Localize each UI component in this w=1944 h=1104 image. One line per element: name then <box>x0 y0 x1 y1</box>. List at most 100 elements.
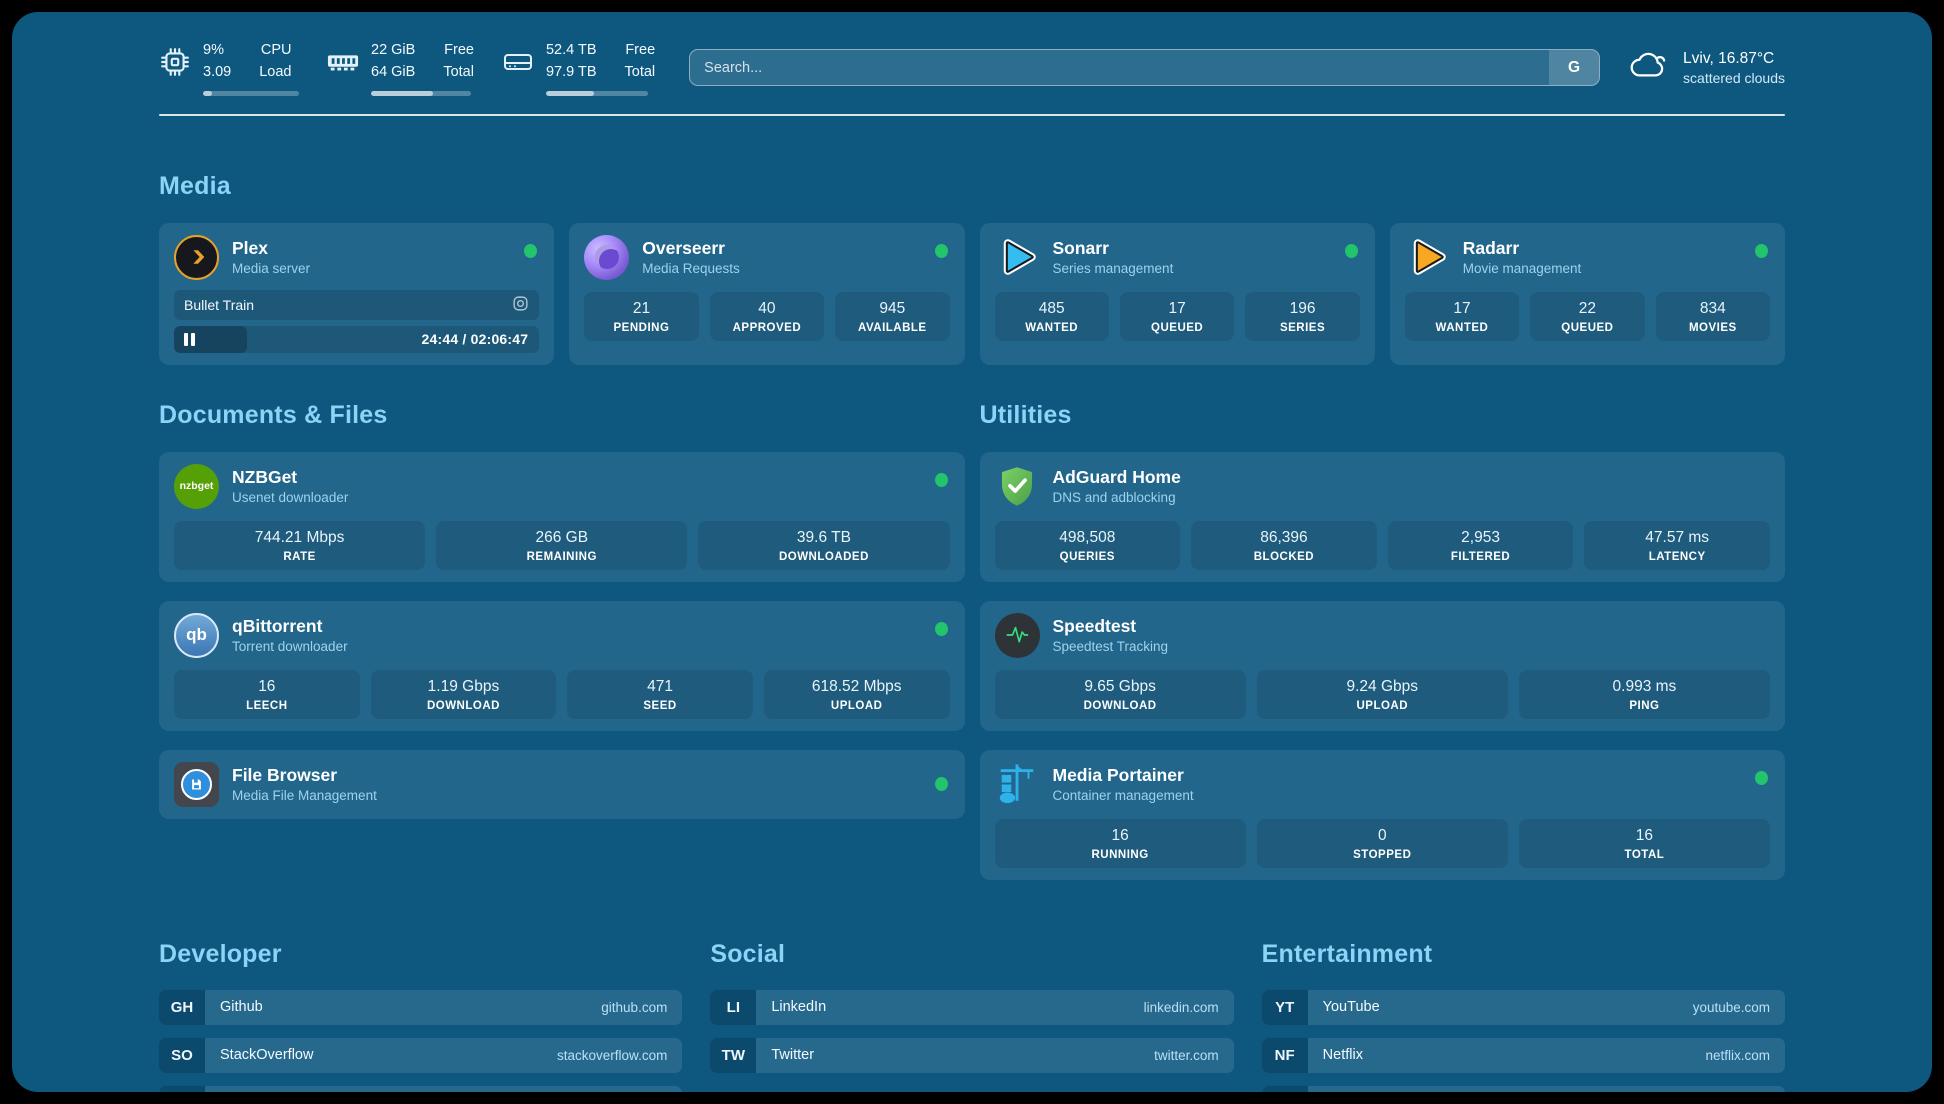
app-card-portainer[interactable]: Media Portainer Container management 16 … <box>979 749 1785 880</box>
video-session-icon[interactable] <box>512 295 529 315</box>
stat-tile: 9.65 Gbps DOWNLOAD <box>994 669 1246 719</box>
status-dot-online <box>934 777 948 791</box>
pause-button[interactable] <box>184 332 195 346</box>
developer-column: Developer GH Github github.com SO StackO… <box>159 939 683 1092</box>
link-github[interactable]: GH Github github.com <box>159 989 683 1025</box>
disk-labels: Free Total <box>624 42 656 80</box>
status-dot-online <box>1344 243 1358 258</box>
entertainment-column: Entertainment YT YouTube youtube.com NF … <box>1261 939 1785 1092</box>
app-description: DNS and adblocking <box>1052 490 1176 506</box>
status-dot-online <box>1755 770 1768 785</box>
search-input[interactable] <box>690 59 1600 76</box>
header: 9% 3.09 CPU Load <box>159 40 1785 96</box>
link-badge: RE <box>1261 1085 1308 1092</box>
link-stackoverflow[interactable]: SO StackOverflow stackoverflow.com <box>159 1037 683 1073</box>
stat-tile: 1.19 Gbps DOWNLOAD <box>370 669 557 719</box>
plex-now-playing: Bullet Train <box>174 289 540 320</box>
app-description: Usenet downloader <box>232 490 349 506</box>
dashboard-canvas: 9% 3.09 CPU Load <box>12 12 1932 1092</box>
speedtest-logo-icon <box>994 612 1040 658</box>
link-url: twitter.com <box>1154 1047 1219 1063</box>
portainer-logo-icon <box>995 762 1040 807</box>
weather-condition: scattered clouds <box>1683 69 1785 86</box>
stat-tile: 16 RUNNING <box>994 818 1246 868</box>
header-divider <box>159 113 1785 116</box>
stat-tile: 17 WANTED <box>1404 291 1520 341</box>
app-card-adguard[interactable]: AdGuard Home DNS and adblocking 498,508 … <box>979 451 1785 582</box>
app-card-plex[interactable]: Plex Media server Bullet Train <box>159 222 555 365</box>
now-playing-title: Bullet Train <box>184 296 255 313</box>
documents-column: Documents & Files nzbget NZBGet Usenet d… <box>159 401 965 880</box>
cpu-icon <box>159 47 191 77</box>
section-title-entertainment: Entertainment <box>1261 939 1433 968</box>
stat-tile: 196 SERIES <box>1245 291 1360 341</box>
app-card-speedtest[interactable]: Speedtest Speedtest Tracking 9.65 Gbps D… <box>979 600 1785 731</box>
app-card-radarr[interactable]: Radarr Movie management 17 WANTED 22 QUE… <box>1389 222 1785 365</box>
app-card-filebrowser[interactable]: File Browser Media File Management <box>159 749 965 819</box>
app-card-overseerr[interactable]: Overseerr Media Requests 21 PENDING 40 A… <box>569 222 965 365</box>
app-name: Sonarr <box>1052 237 1109 258</box>
link-linkedin[interactable]: LI LinkedIn linkedin.com <box>710 989 1234 1025</box>
link-name: LinkedIn <box>771 999 827 1015</box>
utilities-column: Utilities <box>979 400 1785 880</box>
stat-tile: 266 GB REMAINING <box>436 520 688 570</box>
status-dot-online <box>934 472 948 487</box>
status-dot-online <box>934 243 948 258</box>
app-name: NZBGet <box>232 466 298 487</box>
link-reddit[interactable]: RE Reddit reddit.com <box>1261 1085 1785 1092</box>
link-badge: YT <box>1261 989 1308 1025</box>
stat-tile: 22 QUEUED <box>1530 291 1645 341</box>
plex-progress-bar: 24:44 / 02:06:47 <box>174 325 540 353</box>
section-title-documents: Documents & Files <box>159 400 388 429</box>
link-badge: DT <box>159 1085 205 1092</box>
stat-tile: 16 LEECH <box>174 669 360 719</box>
link-url: linkedin.com <box>1143 999 1219 1015</box>
app-card-sonarr[interactable]: Sonarr Series management 485 WANTED 17 Q… <box>979 222 1375 365</box>
stat-tile: 40 APPROVED <box>709 291 825 341</box>
link-badge: GH <box>159 989 205 1025</box>
app-description: Torrent downloader <box>232 639 348 655</box>
link-badge: SO <box>159 1037 205 1073</box>
weather-location: Lviv, 16.87°C <box>1683 49 1775 67</box>
link-url: github.com <box>601 999 668 1015</box>
disk-progressbar <box>545 90 648 96</box>
link-dev[interactable]: DT DEV dev.to <box>159 1085 683 1092</box>
cpu-labels: CPU Load <box>259 42 292 80</box>
status-dot-online <box>524 243 538 258</box>
app-description: Series management <box>1052 261 1174 277</box>
plex-logo-icon <box>174 234 219 280</box>
radarr-logo-icon <box>1405 235 1450 280</box>
link-name: Netflix <box>1322 1047 1363 1063</box>
disk-stat: 52.4 TB 97.9 TB Free Total <box>502 40 655 96</box>
section-title-utilities: Utilities <box>979 400 1072 429</box>
app-card-qbittorrent[interactable]: qb qBittorrent Torrent downloader 16 LEE… <box>159 600 965 731</box>
search-engine-button[interactable]: G <box>1549 50 1600 86</box>
adguard-logo-icon <box>995 464 1040 509</box>
stat-tile: 485 WANTED <box>994 291 1109 341</box>
stat-tile: 16 TOTAL <box>1518 818 1771 868</box>
stat-tile: 498,508 QUERIES <box>994 520 1181 570</box>
link-url: youtube.com <box>1692 999 1770 1015</box>
app-name: Radarr <box>1462 237 1520 258</box>
app-description: Media File Management <box>232 788 377 804</box>
status-dot-online <box>934 621 948 636</box>
memory-stat: 22 GiB 64 GiB Free Total <box>327 40 474 96</box>
section-title-developer: Developer <box>159 939 282 968</box>
search-bar[interactable]: G <box>689 49 1601 87</box>
app-name: Plex <box>232 237 268 258</box>
link-netflix[interactable]: NF Netflix netflix.com <box>1261 1037 1785 1073</box>
overseerr-logo-icon <box>584 234 630 280</box>
system-stats: 9% 3.09 CPU Load <box>159 40 655 96</box>
social-column: Social LI LinkedIn linkedin.com TW Twitt… <box>710 939 1234 1073</box>
stat-tile: 0 STOPPED <box>1256 818 1508 868</box>
cpu-stat: 9% 3.09 CPU Load <box>159 40 299 96</box>
app-card-nzbget[interactable]: nzbget NZBGet Usenet downloader 744.21 M… <box>159 451 965 582</box>
section-title-media: Media <box>159 171 231 200</box>
media-grid: Plex Media server Bullet Train <box>159 222 1785 365</box>
qbittorrent-logo-icon: qb <box>174 612 219 658</box>
section-title-social: Social <box>710 939 786 968</box>
link-name: Twitter <box>771 1047 815 1063</box>
link-twitter[interactable]: TW Twitter twitter.com <box>710 1037 1234 1073</box>
link-youtube[interactable]: YT YouTube youtube.com <box>1261 989 1785 1025</box>
app-description: Movie management <box>1462 261 1582 277</box>
